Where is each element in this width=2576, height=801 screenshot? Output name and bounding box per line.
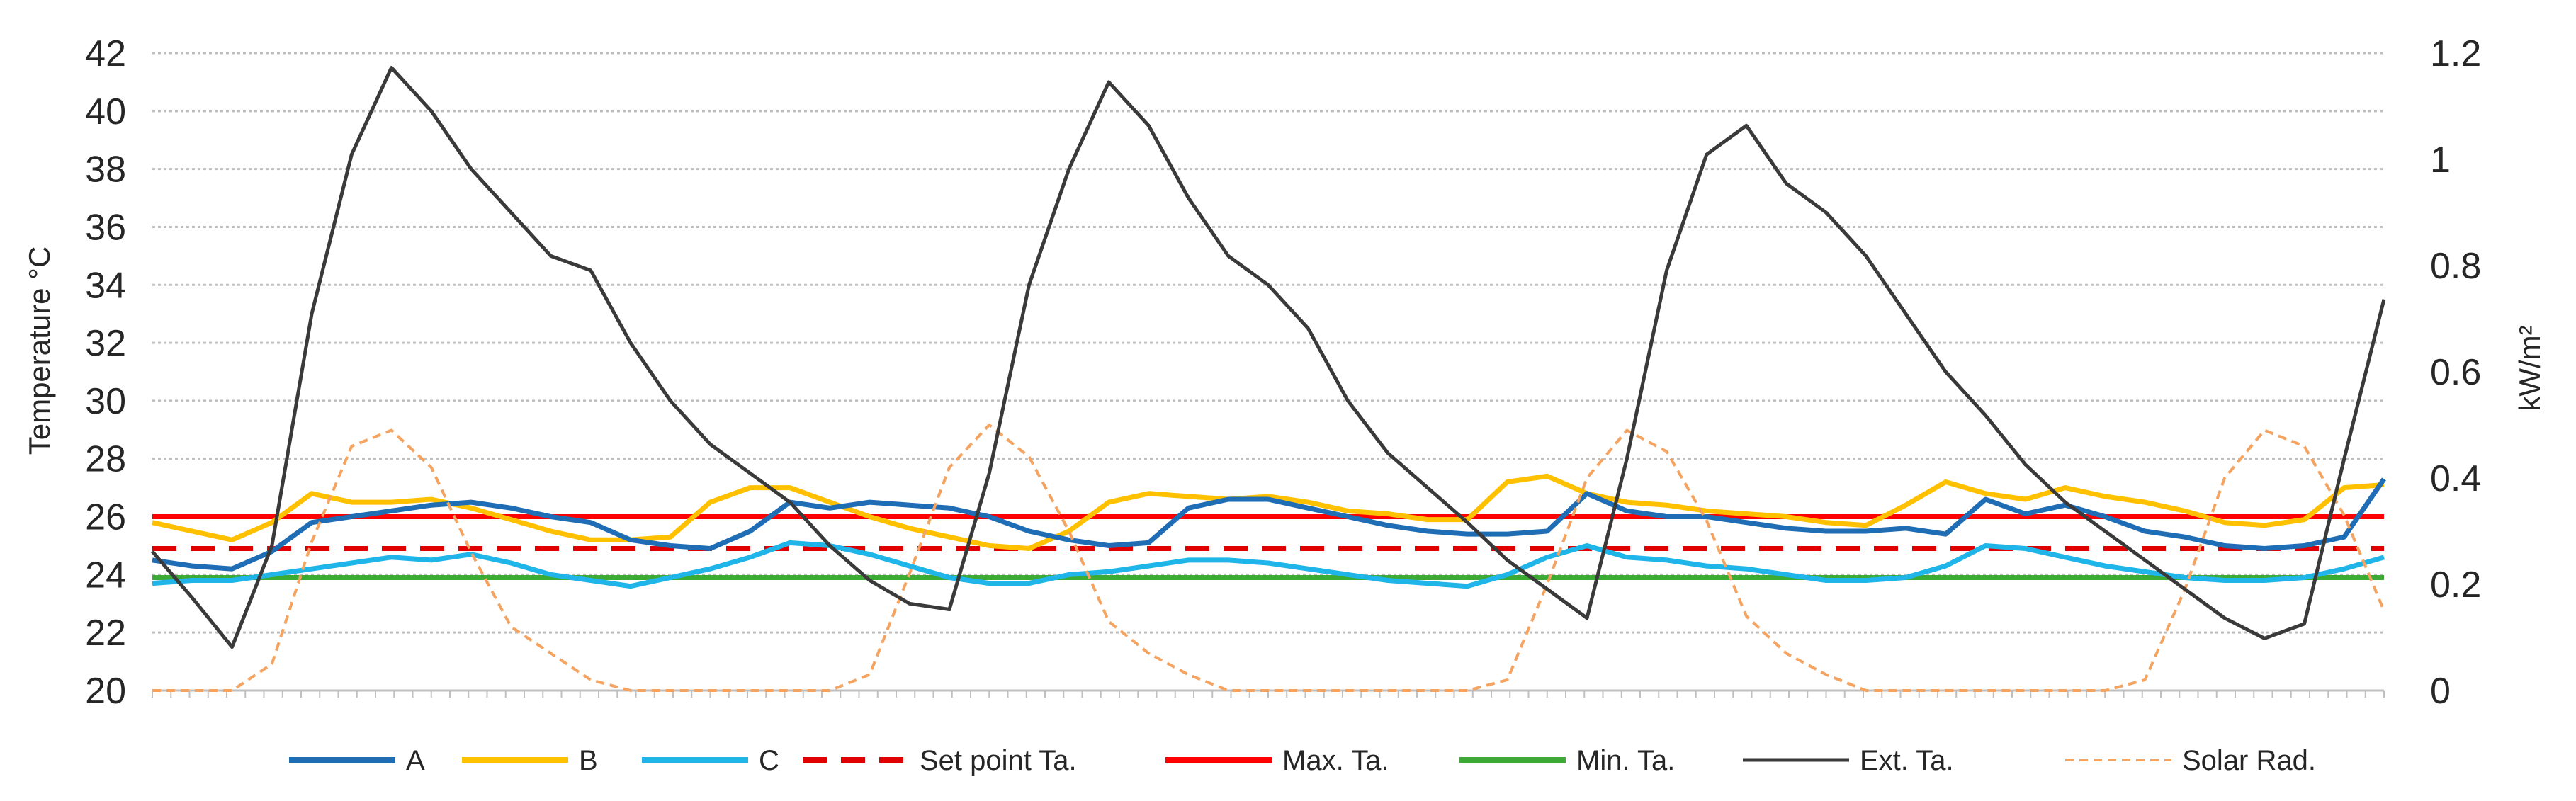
legend-label: B — [579, 745, 598, 776]
y2-tick-label: 1.2 — [2430, 33, 2481, 74]
legend-label: Min. Ta. — [1576, 745, 1675, 776]
series-line-b — [152, 473, 2385, 551]
y-tick-label: 30 — [85, 381, 126, 422]
y-axis-right-ticks: 0 0.2 0.4 0.6 0.8 1 1.2 — [2430, 33, 2481, 712]
legend-label: C — [759, 745, 779, 776]
y-axis-right-title: kW/m² — [2513, 325, 2546, 411]
y2-tick-label: 0.8 — [2430, 246, 2481, 287]
legend-label: Set point Ta. — [920, 745, 1077, 776]
y-tick-label: 34 — [85, 265, 126, 306]
y-tick-label: 36 — [85, 207, 126, 248]
y-tick-label: 20 — [85, 671, 126, 712]
y-tick-label: 22 — [85, 613, 126, 654]
y-axis-left-ticks: 20 22 24 26 28 30 32 34 36 38 40 42 — [85, 33, 126, 712]
legend-label: A — [406, 745, 425, 776]
gridlines — [152, 52, 2384, 692]
series-line-c — [152, 540, 2385, 589]
y-tick-label: 40 — [85, 91, 126, 132]
y2-tick-label: 0 — [2430, 671, 2451, 712]
y2-tick-label: 1 — [2430, 140, 2451, 181]
y2-tick-label: 0.2 — [2430, 564, 2481, 606]
legend-label: Solar Rad. — [2182, 745, 2316, 776]
legend-label: Ext. Ta. — [1860, 745, 1954, 776]
y2-tick-label: 0.6 — [2430, 352, 2481, 393]
y-tick-label: 38 — [85, 149, 126, 191]
y-tick-label: 26 — [85, 497, 126, 538]
series-line-solar-rad — [152, 424, 2385, 692]
y-tick-label: 32 — [85, 323, 126, 364]
y-tick-label: 24 — [85, 555, 126, 596]
legend: A B C Set point Ta. Max. Ta. Min. Ta. Ext. Ta.… — [289, 745, 2316, 776]
series-line-a — [152, 477, 2386, 572]
y-tick-label: 42 — [85, 33, 126, 74]
legend-label: Max. Ta. — [1282, 745, 1389, 776]
y-tick-label: 28 — [85, 439, 126, 480]
y2-tick-label: 0.4 — [2430, 458, 2481, 499]
series-lines — [151, 66, 2386, 692]
y-axis-left-title: Temperature °C — [23, 246, 56, 455]
series-line-ext-ta — [151, 66, 2386, 649]
